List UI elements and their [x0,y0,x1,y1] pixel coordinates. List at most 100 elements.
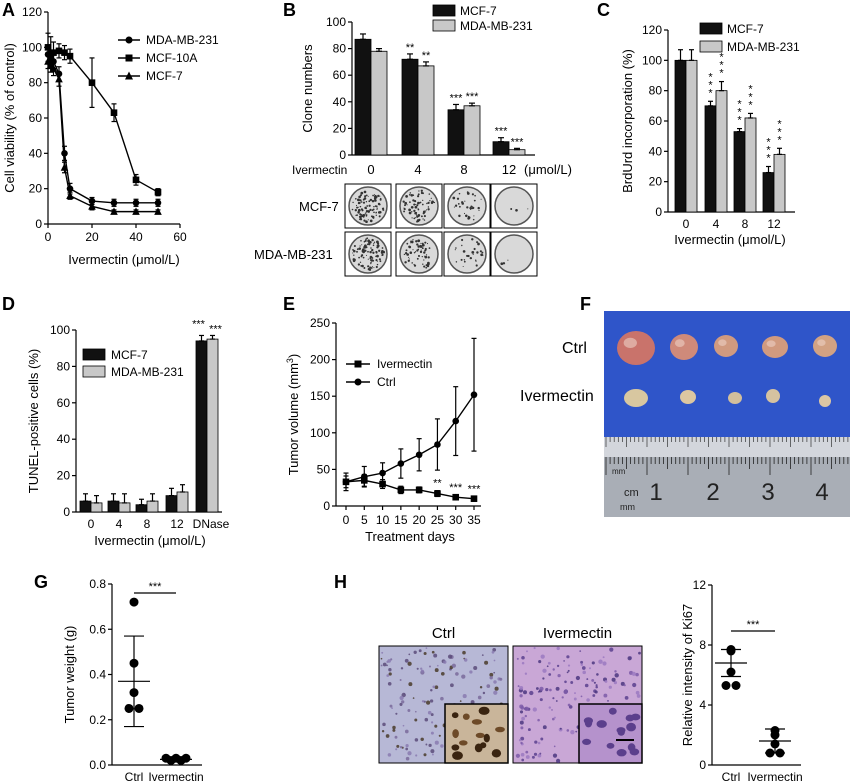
panel-label-b: B [283,0,296,20]
colony-dot [370,262,372,265]
cell-nucleus [552,717,555,721]
h-significance: *** [747,619,761,631]
e-point [434,441,441,448]
cell-nucleus [425,743,428,746]
colony-dot [379,198,382,201]
colony-dot [424,255,428,259]
cell-nucleus [462,650,466,655]
cell-nucleus [418,649,422,653]
e-significance: *** [468,483,482,495]
inset-nucleus [474,743,483,753]
cell-nucleus [526,650,528,653]
cell-nucleus [387,753,392,757]
colony-dot [372,244,375,247]
cell-nucleus [611,677,616,682]
cell-nucleus [632,682,637,688]
b-dish-row-label: MDA-MB-231 [254,247,333,262]
cell-nucleus [521,661,525,665]
cell-nucleus [580,695,583,698]
cell-nucleus [381,651,384,654]
colony-dot [376,208,378,210]
colony-dot [368,200,371,203]
colony-dot [376,246,379,249]
g-y-axis-label: Tumor weight (g) [62,626,77,724]
cell-nucleus [428,665,432,668]
colony-dot [367,250,369,253]
colony-dot [416,204,419,207]
c-legend-swatch [699,40,723,53]
cell-nucleus [455,672,459,676]
colony-dot [479,250,482,253]
colony-dot [371,266,373,268]
colony-dot [364,244,367,248]
cell-nucleus [431,753,434,756]
colony-dot [358,218,361,220]
colony-dot [415,217,417,219]
ruler-unit: mm [620,502,635,512]
c-bar [733,131,746,213]
cell-nucleus [492,647,497,652]
tumor-highlight [817,339,826,347]
cell-nucleus [430,731,434,735]
panel-label-a: A [2,0,15,20]
e-point [415,486,423,494]
colony-dot [473,215,475,217]
e-x-tick-label: 5 [361,513,368,527]
d-y-tick-label: 100 [50,323,70,337]
cell-nucleus [533,647,536,650]
cell-nucleus [404,729,409,734]
cell-nucleus [461,674,466,679]
e-x-axis-label: Treatment days [365,529,455,544]
cell-nucleus [470,700,475,705]
colony-dot [413,252,416,254]
colony-dot [382,250,386,254]
cell-nucleus [596,673,599,676]
cell-nucleus [593,681,596,684]
colony-dot [408,256,410,258]
colony-dot [373,195,375,197]
colony-dot [476,241,479,244]
colony-dot [429,200,431,202]
c-significance: * [766,153,771,165]
cell-nucleus [520,752,525,757]
a-point [66,191,74,200]
cell-nucleus [381,730,385,733]
colony-dot [411,217,413,219]
colony-dot [360,208,363,211]
tumor-ctrl [813,335,837,357]
cell-nucleus [564,680,567,684]
colony-dot [359,205,362,208]
b-y-tick-label: 20 [333,121,347,135]
colony-dot [424,241,427,244]
cell-nucleus [416,667,419,670]
e-point [415,451,423,459]
colony-dot [427,256,430,259]
a-y-tick-label: 60 [29,111,43,125]
colony-dot [366,214,368,216]
d-y-tick-label: 60 [57,396,71,410]
a-point [110,199,118,207]
tumor-highlight [623,337,637,348]
colony-dot [463,260,466,263]
colony-dot [500,262,504,266]
cell-nucleus [431,721,434,724]
colony-dot [373,241,376,243]
cell-nucleus [420,737,424,742]
colony-dot [463,212,466,215]
cell-nucleus [591,678,595,682]
cell-nucleus [608,685,612,689]
panel-label-c: C [597,0,610,20]
cell-nucleus [574,692,576,695]
colony-dot [418,190,420,192]
colony-dot [408,245,412,249]
e-series-line-1 [345,394,475,483]
colony-dot [459,205,461,208]
colony-dot [381,254,383,256]
cell-nucleus [405,747,409,751]
colony-dot [464,200,466,202]
colony-dot [373,267,375,269]
cell-nucleus [405,756,410,761]
e-legend-marker [354,378,362,386]
colony-dot [357,263,361,266]
g-y-tick-label: 0.2 [89,713,106,727]
